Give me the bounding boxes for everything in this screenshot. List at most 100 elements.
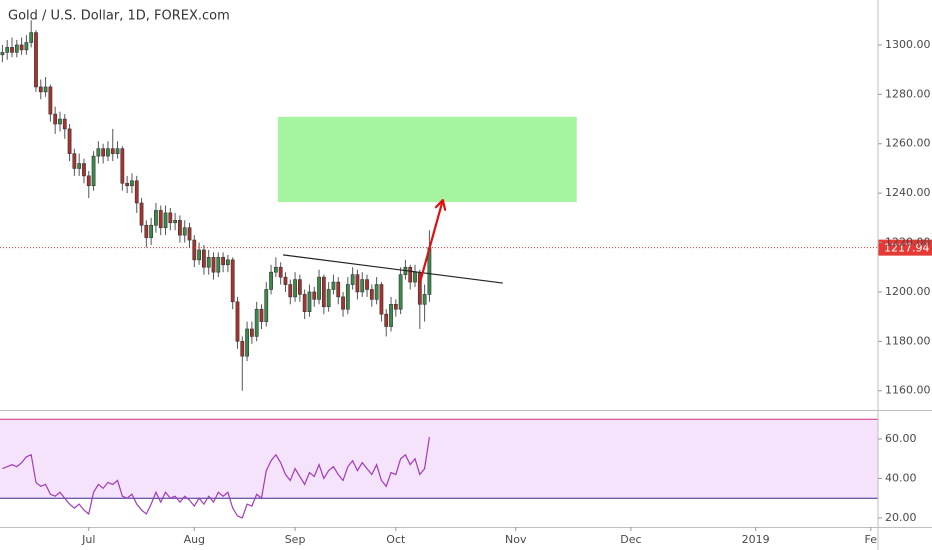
candle-body bbox=[365, 279, 369, 290]
candle-body bbox=[120, 148, 125, 184]
candle-body bbox=[58, 118, 62, 125]
candle-body bbox=[5, 47, 10, 53]
candle-body bbox=[192, 239, 197, 261]
rsi-band-fill bbox=[0, 419, 878, 499]
trendline bbox=[282, 254, 503, 284]
candle-body bbox=[202, 249, 206, 268]
candle-body bbox=[235, 301, 240, 342]
candle-body bbox=[293, 279, 297, 298]
candle-body bbox=[326, 289, 331, 308]
candle-body bbox=[226, 259, 230, 266]
x-tick-label: Dec bbox=[620, 533, 641, 546]
candle-body bbox=[134, 180, 139, 204]
price-pane: 1217.94 bbox=[0, 20, 932, 391]
candle-body bbox=[182, 227, 187, 236]
candle-body bbox=[221, 257, 225, 266]
last-price-box bbox=[878, 239, 932, 256]
candle-body bbox=[96, 148, 101, 157]
candle-body bbox=[341, 296, 345, 310]
arrow-shaft bbox=[418, 199, 444, 284]
candle-body bbox=[67, 128, 72, 154]
y-tick-label: 1220.00 bbox=[885, 236, 931, 249]
candle-body bbox=[230, 259, 235, 303]
candle-body bbox=[82, 163, 86, 177]
candle-body bbox=[43, 86, 48, 93]
candle-body bbox=[77, 163, 82, 169]
candle-body bbox=[389, 303, 393, 327]
candle-body bbox=[178, 220, 182, 236]
candle-body bbox=[173, 220, 178, 224]
last-price-label: 1217.94 bbox=[884, 242, 930, 255]
x-tick-label: Jul bbox=[81, 533, 95, 546]
candle-body bbox=[130, 180, 134, 187]
y-tick-label: 1180.00 bbox=[885, 334, 931, 347]
candle-body bbox=[369, 289, 374, 300]
candle-body bbox=[110, 148, 115, 154]
candle-body bbox=[106, 148, 110, 157]
candle-body bbox=[393, 303, 398, 310]
candle-body bbox=[317, 276, 321, 300]
rsi-line bbox=[2, 436, 430, 519]
x-tick-label: Oct bbox=[386, 533, 406, 546]
candle-body bbox=[264, 289, 269, 322]
candle-body bbox=[206, 257, 211, 268]
candle-body bbox=[273, 266, 278, 273]
candle-body bbox=[91, 155, 96, 187]
candle-body bbox=[302, 294, 307, 312]
candle-body bbox=[283, 276, 288, 285]
candle-body bbox=[187, 227, 192, 241]
y-tick-label: 1200.00 bbox=[885, 285, 931, 298]
rsi-pane bbox=[0, 418, 878, 519]
candle-body bbox=[254, 308, 259, 337]
candle-body bbox=[355, 274, 360, 293]
y-tick-label: 1240.00 bbox=[885, 186, 931, 199]
candle-body bbox=[331, 281, 336, 290]
candle-body bbox=[211, 257, 216, 273]
candle-body bbox=[168, 212, 173, 224]
candle-body bbox=[278, 266, 283, 278]
candle-body bbox=[163, 212, 168, 229]
candle-body bbox=[360, 279, 365, 293]
candle-body bbox=[336, 281, 341, 298]
candle-body bbox=[158, 210, 163, 229]
candle-body bbox=[413, 271, 417, 283]
candle-body bbox=[384, 313, 389, 327]
candle-body bbox=[297, 279, 302, 295]
candle-body bbox=[288, 284, 293, 298]
candle-body bbox=[10, 47, 14, 53]
candle-body bbox=[144, 224, 149, 238]
y-tick-label: 1260.00 bbox=[885, 137, 931, 150]
candle-body bbox=[312, 291, 317, 300]
x-tick-label: 2019 bbox=[742, 533, 770, 546]
candle-body bbox=[125, 182, 130, 187]
candle-body bbox=[345, 284, 350, 310]
chart-title: Gold / U.S. Dollar, 1D, FOREX.com bbox=[8, 9, 230, 24]
x-tick-label: Aug bbox=[184, 533, 205, 546]
candle-body bbox=[259, 308, 264, 322]
candle-body bbox=[24, 42, 29, 51]
candle-body bbox=[321, 276, 326, 308]
candle-body bbox=[240, 341, 245, 357]
rsi-y-tick-label: 60.00 bbox=[885, 432, 917, 445]
candle-body bbox=[250, 328, 254, 337]
x-tick-label: Sep bbox=[285, 533, 306, 546]
candle-body bbox=[245, 328, 249, 357]
candle-body bbox=[149, 224, 154, 238]
y-tick-label: 1280.00 bbox=[885, 87, 931, 100]
x-tick-label: Nov bbox=[505, 533, 527, 546]
candle-body bbox=[29, 32, 34, 43]
candle-body bbox=[62, 118, 67, 130]
candle-body bbox=[14, 44, 19, 53]
arrow-head bbox=[434, 198, 447, 211]
candle-body bbox=[48, 86, 53, 115]
candle-body bbox=[374, 284, 379, 300]
candle-body bbox=[307, 291, 312, 312]
candle-body bbox=[216, 257, 221, 273]
y-tick-label: 1300.00 bbox=[885, 38, 931, 51]
candle-body bbox=[269, 271, 273, 290]
candle-body bbox=[197, 249, 201, 261]
candle-body bbox=[139, 202, 144, 226]
candle-body bbox=[72, 153, 77, 169]
